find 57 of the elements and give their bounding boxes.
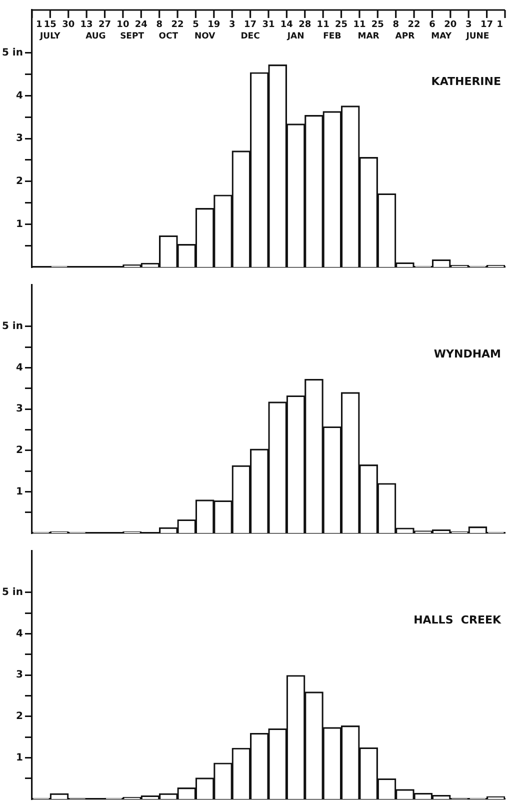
annotation: 15: [44, 20, 56, 30]
annotation: APR: [395, 31, 416, 42]
y-tick-label: 5 in: [2, 320, 23, 332]
y-tick-label: 3: [16, 670, 24, 681]
y-tick-label: 4: [16, 362, 24, 374]
annotation: 11: [316, 20, 330, 30]
y-tick-label: 5 in: [2, 47, 23, 58]
annotation: MAY: [431, 31, 452, 42]
y-tick-label: 4: [16, 90, 24, 102]
y-tick-label: 2: [16, 444, 24, 456]
annotation: 27: [98, 20, 112, 30]
y-tick-label: 3: [16, 133, 24, 144]
y-tick-label: 5 in: [2, 586, 23, 598]
annotation: SEPT: [120, 31, 144, 42]
annotation: OCT: [158, 31, 178, 42]
annotation: DEC: [240, 31, 260, 42]
annotation: 17: [244, 20, 257, 30]
annotation: 31: [262, 20, 275, 30]
annotation: JAN: [286, 31, 304, 42]
annotation: 10: [116, 20, 130, 30]
annotation: 14: [280, 20, 293, 30]
annotation: 22: [408, 20, 420, 30]
y-tick-label: 1: [16, 218, 24, 230]
annotation: 13: [80, 20, 93, 30]
annotation: 24: [134, 20, 148, 30]
annotation: FEB: [323, 31, 342, 42]
annotation: JULY: [39, 31, 62, 42]
annotation: 5: [192, 20, 199, 30]
annotation: 19: [208, 20, 220, 30]
annotation: 28: [298, 20, 312, 30]
annotation: 22: [171, 20, 184, 30]
annotation: 3: [465, 20, 472, 30]
text: KATHERINE: [431, 74, 501, 88]
annotation: 25: [371, 20, 384, 30]
annotation: 6: [429, 20, 436, 30]
annotation: 20: [444, 20, 457, 30]
annotation: 8: [156, 20, 162, 30]
y-tick-label: 2: [16, 710, 24, 722]
y-tick-label: 3: [16, 404, 24, 415]
annotation: 17: [480, 20, 494, 30]
y-tick-label: 4: [16, 628, 24, 640]
annotation: 25: [335, 20, 348, 30]
y-tick-label: 1: [16, 752, 24, 764]
y-tick-label: 1: [16, 486, 24, 498]
annotation: JUNE: [465, 31, 490, 42]
y-tick-label: 2: [16, 176, 24, 187]
annotation: 1: [36, 20, 42, 30]
annotation: 3: [228, 20, 236, 30]
text: HALLS CREEK: [414, 613, 502, 626]
annotation: AUG: [86, 31, 106, 42]
annotation: NOV: [194, 31, 216, 42]
annotation: 1: [496, 20, 503, 30]
annotation: 8: [392, 20, 399, 30]
annotation: 30: [62, 20, 75, 30]
text: WYNDHAM: [434, 347, 501, 360]
annotation: MAR: [358, 31, 380, 42]
annotation: 11: [353, 20, 366, 30]
